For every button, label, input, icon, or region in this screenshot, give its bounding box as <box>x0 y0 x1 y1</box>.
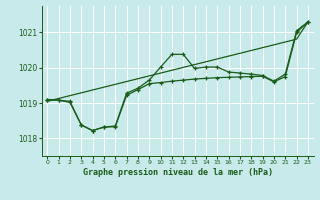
X-axis label: Graphe pression niveau de la mer (hPa): Graphe pression niveau de la mer (hPa) <box>83 168 273 177</box>
